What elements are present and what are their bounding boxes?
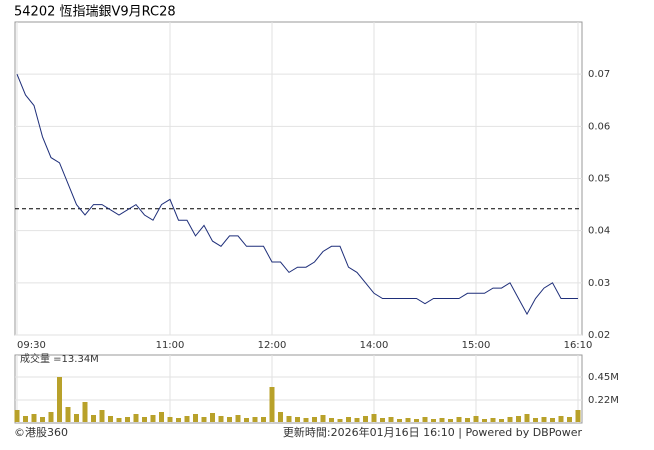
chart-title: 54202 恆指瑞銀V9月RC28 [14, 5, 176, 20]
volume-bar [48, 412, 54, 422]
volume-bar [303, 418, 309, 422]
volume-bar [558, 416, 564, 422]
volume-bar [456, 417, 462, 422]
volume-bar [125, 417, 130, 422]
volume-bar [286, 416, 292, 422]
volume-bar [397, 419, 402, 422]
x-tick-label: 16:10 [564, 340, 593, 351]
volume-bar [159, 412, 164, 422]
volume-bar [363, 416, 368, 422]
volume-bar [133, 414, 139, 422]
volume-bar [91, 415, 96, 422]
volume-bar [40, 417, 45, 422]
volume-bar [312, 417, 317, 422]
volume-bar [252, 417, 258, 422]
volume-bar [482, 419, 487, 422]
volume-bar [405, 418, 411, 422]
volume-bar [14, 410, 20, 422]
volume-bar [499, 419, 504, 422]
y-tick-label: 0.22M [588, 395, 619, 406]
copyright: ©港股360 [14, 426, 68, 439]
volume-bar [320, 415, 326, 422]
volume-bar [337, 419, 343, 422]
volume-bar [235, 415, 241, 422]
volume-bar [431, 419, 436, 422]
volume-bar [448, 419, 453, 422]
volume-bar [218, 416, 224, 422]
volume-bar [74, 414, 79, 422]
volume-bar [465, 418, 470, 422]
volume-bar [380, 418, 385, 422]
volume-bar [99, 410, 105, 422]
x-tick-label: 14:00 [360, 340, 389, 351]
price-line [16, 74, 578, 316]
y-tick-label: 0.04 [588, 226, 610, 237]
volume-bar [227, 417, 232, 422]
volume-bar [23, 416, 28, 422]
volume-bar [354, 418, 360, 422]
volume-bar [516, 416, 521, 422]
volume-bar [473, 416, 479, 422]
volume-bar [550, 418, 555, 422]
volume-bar [261, 417, 266, 422]
volume-bar [31, 414, 37, 422]
x-tick-label: 15:00 [462, 340, 491, 351]
volume-bar [142, 417, 147, 422]
update-time: 更新時間:2026年01月16日 16:10 | Powered by DBPo… [283, 425, 583, 439]
volume-bar [116, 418, 122, 422]
volume-bar [57, 377, 62, 422]
volume-bar [414, 419, 419, 422]
volume-bar [278, 412, 283, 422]
volume-bar [65, 407, 71, 422]
y-tick-label: 0.06 [588, 121, 610, 132]
volume-bar [150, 415, 156, 422]
volume-bar [507, 417, 513, 422]
volume-bar [346, 417, 351, 422]
x-tick-label: 12:00 [258, 340, 287, 351]
volume-bar [567, 417, 572, 422]
y-tick-label: 0.07 [588, 69, 610, 80]
volume-annotation: 成交量 =13.34M [20, 352, 99, 365]
volume-bar [439, 418, 445, 422]
volume-bar [295, 417, 300, 422]
volume-bar [490, 418, 496, 422]
volume-bar [371, 414, 377, 422]
volume-bar [422, 417, 428, 422]
y-tick-label: 0.02 [588, 330, 610, 341]
volume-bar [329, 418, 334, 422]
x-tick-label: 09:30 [17, 340, 46, 351]
volume-bar [541, 417, 547, 422]
volume-frame [14, 354, 583, 424]
volume-bar [184, 416, 190, 422]
volume-bar [575, 410, 581, 422]
x-tick-label: 11:00 [156, 340, 185, 351]
y-tick-label: 0.05 [588, 174, 610, 185]
volume-bar [388, 417, 394, 422]
y-tick-label: 0.03 [588, 278, 610, 289]
volume-bar [108, 416, 113, 422]
volume-bar [167, 417, 173, 422]
volume-bar [201, 417, 207, 422]
volume-bar [82, 402, 88, 422]
volume-bar [244, 418, 249, 422]
volume-bar [193, 414, 198, 422]
volume-bar [524, 414, 530, 422]
volume-bar [176, 418, 181, 422]
volume-bar [269, 387, 275, 422]
y-tick-label: 0.45M [588, 372, 619, 383]
volume-bar [210, 413, 215, 422]
volume-bar [533, 418, 538, 422]
